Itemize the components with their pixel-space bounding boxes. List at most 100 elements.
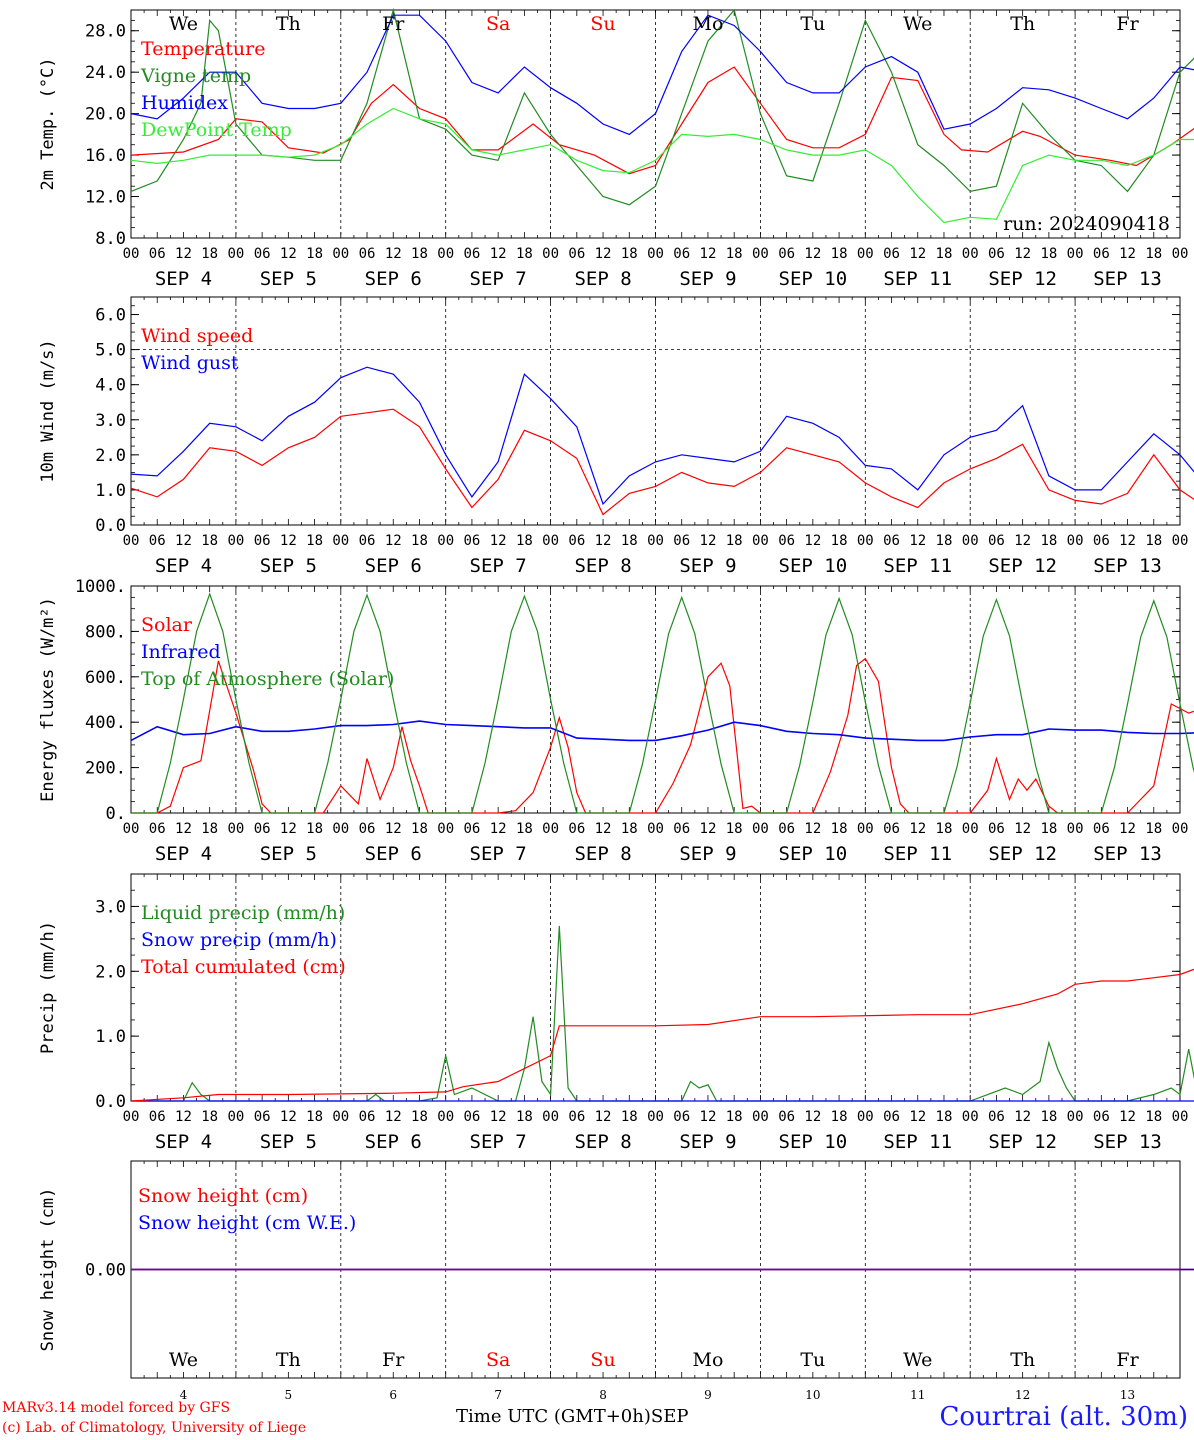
hour-label: 06 bbox=[359, 533, 376, 549]
series-line-3 bbox=[131, 592, 1194, 814]
date-label: SEP 5 bbox=[260, 843, 317, 865]
hour-label: 12 bbox=[1119, 533, 1136, 549]
hour-label: 00 bbox=[752, 1109, 769, 1125]
hour-label: 12 bbox=[700, 821, 717, 837]
hour-label: 18 bbox=[936, 246, 953, 262]
hour-label: 12 bbox=[1014, 533, 1031, 549]
y-tick-label: 2.0 bbox=[95, 962, 126, 982]
date-label: SEP 9 bbox=[679, 843, 736, 865]
date-label: SEP 10 bbox=[779, 555, 848, 577]
hour-label: 18 bbox=[306, 246, 323, 262]
hour-label: 12 bbox=[490, 1109, 507, 1125]
y-axis-label: 10m Wind (m/s) bbox=[38, 339, 58, 482]
legend-entry: Top of Atmosphere (Solar) bbox=[141, 668, 394, 690]
y-tick-label: 200. bbox=[85, 759, 126, 779]
hour-label: 06 bbox=[254, 246, 271, 262]
hour-label: 18 bbox=[726, 821, 743, 837]
date-label: SEP 9 bbox=[679, 268, 736, 290]
date-label: SEP 4 bbox=[155, 555, 212, 577]
hour-label: 00 bbox=[332, 1109, 349, 1125]
y-tick-label: 1000. bbox=[75, 577, 126, 597]
date-label: SEP 8 bbox=[574, 1131, 631, 1153]
hour-label: 06 bbox=[568, 821, 585, 837]
series-line-4 bbox=[130, 107, 1194, 224]
legend-entry: Wind gust bbox=[141, 352, 239, 374]
hour-label: 12 bbox=[280, 533, 297, 549]
hour-label: 00 bbox=[332, 533, 349, 549]
hour-label: 00 bbox=[1172, 1109, 1189, 1125]
y-axis-label: 2m Temp. (°C) bbox=[38, 57, 58, 190]
y-tick-label: 24.0 bbox=[85, 63, 126, 83]
hour-label: 12 bbox=[175, 246, 192, 262]
hour-label: 12 bbox=[175, 1109, 192, 1125]
day-number: 4 bbox=[180, 1388, 188, 1402]
day-name: Tu bbox=[800, 13, 825, 35]
hour-label: 12 bbox=[909, 821, 926, 837]
panel-4: 0.0 1.0 2.0 3.0 Precip (mm/h) Liquid precip (… bbox=[38, 873, 1194, 1153]
day-name: Fr bbox=[1116, 1349, 1139, 1371]
hour-label: 06 bbox=[463, 246, 480, 262]
legend-entry: Total cumulated (cm) bbox=[141, 956, 346, 978]
date-label: SEP 11 bbox=[883, 843, 952, 865]
hour-label: 00 bbox=[857, 1109, 874, 1125]
day-name: We bbox=[903, 1349, 932, 1371]
hour-label: 00 bbox=[123, 821, 140, 837]
hour-label: 12 bbox=[490, 533, 507, 549]
date-label: SEP 6 bbox=[365, 843, 422, 865]
panel-1: 8.0 12.0 16.0 20.0 24.0 28.0 2m Temp. (°C) Temp… bbox=[38, 7, 1194, 290]
hour-label: 18 bbox=[936, 1109, 953, 1125]
series-line-1 bbox=[131, 657, 1194, 814]
date-label: SEP 7 bbox=[470, 268, 527, 290]
hour-label: 00 bbox=[647, 246, 664, 262]
series-line-3 bbox=[130, 968, 1194, 1102]
legend-entry: Humidex bbox=[141, 92, 228, 114]
y-tick-label: 0.0 bbox=[95, 1092, 126, 1112]
legend-entry: Snow precip (mm/h) bbox=[141, 929, 337, 951]
hour-label: 06 bbox=[883, 1109, 900, 1125]
hour-label: 12 bbox=[595, 533, 612, 549]
hour-label: 12 bbox=[1014, 246, 1031, 262]
y-tick-label: 600. bbox=[85, 668, 126, 688]
hour-label: 18 bbox=[726, 533, 743, 549]
hour-label: 12 bbox=[804, 246, 821, 262]
hour-label: 00 bbox=[123, 246, 140, 262]
hour-label: 06 bbox=[988, 821, 1005, 837]
hour-label: 06 bbox=[988, 1109, 1005, 1125]
date-label: SEP 13 bbox=[1093, 555, 1162, 577]
y-tick-label: 2.0 bbox=[95, 446, 126, 466]
date-label: SEP 12 bbox=[988, 1131, 1057, 1153]
hour-label: 18 bbox=[831, 533, 848, 549]
hour-label: 12 bbox=[909, 246, 926, 262]
day-number: 13 bbox=[1120, 1388, 1135, 1402]
hour-label: 06 bbox=[988, 246, 1005, 262]
date-label: SEP 9 bbox=[679, 555, 736, 577]
day-name: Mo bbox=[692, 13, 723, 35]
date-label: SEP 8 bbox=[574, 843, 631, 865]
legend-entry: DewPoint Temp bbox=[141, 119, 292, 141]
hour-label: 06 bbox=[568, 246, 585, 262]
hour-label: 00 bbox=[227, 246, 244, 262]
hour-label: 00 bbox=[752, 533, 769, 549]
hour-label: 06 bbox=[883, 821, 900, 837]
hour-label: 06 bbox=[883, 246, 900, 262]
date-label: SEP 10 bbox=[779, 843, 848, 865]
hour-label: 12 bbox=[909, 1109, 926, 1125]
date-label: SEP 4 bbox=[155, 268, 212, 290]
series-line-3 bbox=[130, 14, 1194, 136]
date-label: SEP 7 bbox=[470, 1131, 527, 1153]
y-tick-label: 12.0 bbox=[85, 188, 126, 208]
hour-label: 00 bbox=[123, 533, 140, 549]
date-label: SEP 12 bbox=[988, 555, 1057, 577]
date-label: SEP 4 bbox=[155, 843, 212, 865]
hour-label: 12 bbox=[909, 533, 926, 549]
hour-label: 18 bbox=[411, 246, 428, 262]
hour-label: 12 bbox=[700, 246, 717, 262]
hour-label: 12 bbox=[595, 821, 612, 837]
hour-label: 06 bbox=[463, 1109, 480, 1125]
hour-label: 18 bbox=[306, 1109, 323, 1125]
day-name: Sa bbox=[486, 13, 510, 35]
hour-label: 00 bbox=[1172, 533, 1189, 549]
hour-label: 00 bbox=[227, 821, 244, 837]
hour-label: 12 bbox=[1014, 821, 1031, 837]
day-name: Th bbox=[276, 1349, 301, 1371]
